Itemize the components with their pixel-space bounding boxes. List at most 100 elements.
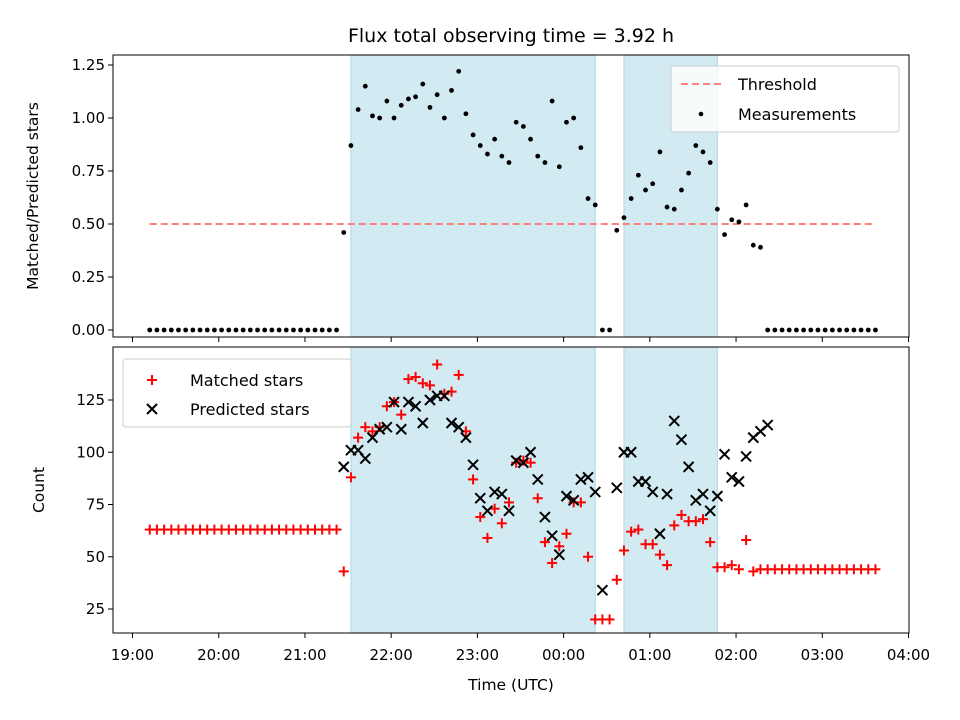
x-marker-b [553,548,566,561]
x-marker-b [697,488,709,500]
top-legend-box [670,65,900,133]
predicted-star-point [445,417,458,429]
matched-star-point [705,537,716,548]
predicted-star-point [402,396,415,408]
measurement-point [758,244,763,250]
x-marker-b [611,482,623,494]
x-tick-label: 02:00 [714,646,757,664]
measurement-point [312,327,318,333]
measurement-point [801,327,806,333]
measurement-point [858,327,864,333]
predicted-star-point [668,415,680,427]
measurement-point [262,327,268,333]
measurement-point [326,327,332,333]
x-tick-label: 21:00 [283,646,326,664]
y-tick-label: 25 [86,600,105,618]
measurement-point [283,327,289,333]
measurement-point [535,153,541,159]
legend-matched-swatch [147,375,157,385]
measurement-point [420,81,426,87]
matched-star-point [733,564,744,575]
predicted-star-point [409,400,422,412]
bottom-shaded-intervals [350,346,718,634]
chart-title: Flux total observing time = 3.92 h [348,25,674,47]
measurement-point [822,327,828,333]
measurement-point [298,327,304,333]
predicted-star-point [639,475,652,488]
legend-threshold-label: Threshold [737,75,817,94]
measurement-point [707,160,713,165]
x-marker-b [582,471,594,484]
matched-star-point [547,558,558,569]
measurement-point [147,327,153,333]
measurement-point [398,102,404,108]
matched-star-point [633,524,644,535]
measurement-point [154,327,160,333]
measurement-point [334,327,339,333]
measurement-point [657,149,663,155]
x-marker-b [445,417,458,429]
measurement-point [772,327,778,333]
x-marker-b [560,490,573,502]
predicted-star-point [517,456,530,469]
measurement-point [808,327,814,333]
y-tick-label: 0.00 [72,321,105,339]
measurement-point [434,92,440,98]
measurement-point [269,327,275,333]
x-marker-b [417,417,429,429]
predicted-star-point [395,423,407,435]
bottom-legend: Matched stars Predicted stars [122,358,352,428]
matched-star-point [396,409,407,420]
measurement-point [815,327,821,333]
legend-measurements-label: Measurements [738,105,856,124]
measurement-point [513,119,519,125]
x-marker-b [438,390,451,402]
x-marker-b [711,490,724,502]
predicted-star-point [532,473,544,486]
measurement-point [247,327,253,333]
x-marker-b [596,584,609,596]
predicted-star-point [417,417,429,429]
predicted-star-point [740,450,752,463]
measurement-point [614,227,620,233]
measurement-point [219,327,224,333]
predicted-star-point [567,494,580,507]
measurement-point [578,145,584,151]
measurement-point [291,327,296,333]
measurement-point [255,327,260,333]
measurement-point [664,204,670,210]
predicted-star-point [496,488,508,500]
x-marker-b [359,452,372,465]
x-marker-b [704,505,716,517]
predicted-star-point [575,473,587,486]
matched-star-point [417,378,428,389]
measurement-point [794,327,799,333]
measurement-point [384,98,390,104]
measurement-point [276,327,282,333]
measurement-point [456,68,462,74]
predicted-star-point [524,446,537,458]
measurement-point [528,136,533,142]
predicted-star-point [546,530,558,542]
matched-star-point [525,457,536,468]
predicted-star-point [539,511,551,523]
bottom-x-ticks: 19:00 20:00 21:00 22:00 23:00 00:00 01:00 02:00… [111,633,930,664]
predicted-star-point [381,421,393,433]
x-tick-label: 03:00 [801,646,844,664]
matched-star-point [424,380,435,391]
predicted-star-point [560,490,573,502]
x-tick-label: 19:00 [111,646,154,664]
predicted-star-point [503,505,515,517]
measurement-point [643,187,648,193]
bottom-y-axis-label: Count [30,467,48,513]
matched-star-point [504,497,515,508]
y-tick-label: 75 [86,496,105,514]
legend-predicted-swatch [146,403,158,415]
x-marker-b [373,423,386,435]
x-marker-b [539,511,551,523]
matched-star-point [539,537,550,548]
x-marker-b [488,486,501,498]
predicted-star-point [359,452,372,465]
measurement-point [729,217,735,223]
matched-stars-points [144,359,881,625]
